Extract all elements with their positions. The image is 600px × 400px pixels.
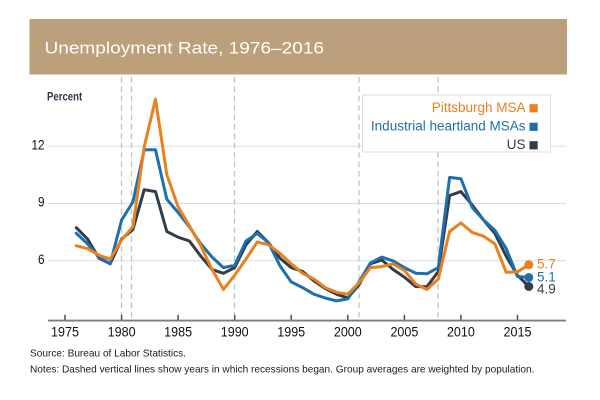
- svg-text:Percent: Percent: [47, 90, 83, 103]
- svg-text:Source: Bureau of Labor Statis: Source: Bureau of Labor Statistics.: [30, 349, 186, 360]
- svg-text:1985: 1985: [164, 324, 192, 340]
- svg-text:2010: 2010: [447, 324, 475, 340]
- svg-text:Pittsburgh MSA: Pittsburgh MSA: [432, 100, 526, 115]
- svg-text:Notes: Dashed vertical lines s: Notes: Dashed vertical lines show years …: [30, 365, 534, 376]
- svg-text:5.1: 5.1: [537, 270, 556, 285]
- svg-text:1975: 1975: [51, 324, 79, 340]
- svg-text:Unemployment Rate, 1976–2016: Unemployment Rate, 1976–2016: [45, 39, 325, 58]
- svg-text:6: 6: [38, 252, 45, 267]
- svg-text:1980: 1980: [108, 324, 136, 340]
- svg-text:5.7: 5.7: [537, 256, 556, 271]
- svg-text:2000: 2000: [334, 324, 362, 340]
- svg-text:2005: 2005: [390, 324, 418, 340]
- svg-text:4.9: 4.9: [537, 282, 556, 297]
- svg-text:1990: 1990: [221, 324, 249, 340]
- svg-text:2015: 2015: [504, 324, 532, 340]
- svg-text:1995: 1995: [277, 324, 305, 340]
- svg-text:Industrial heartland MSAs: Industrial heartland MSAs: [371, 118, 526, 133]
- svg-text:12: 12: [31, 138, 44, 153]
- svg-text:US: US: [507, 137, 526, 152]
- svg-text:9: 9: [38, 195, 45, 210]
